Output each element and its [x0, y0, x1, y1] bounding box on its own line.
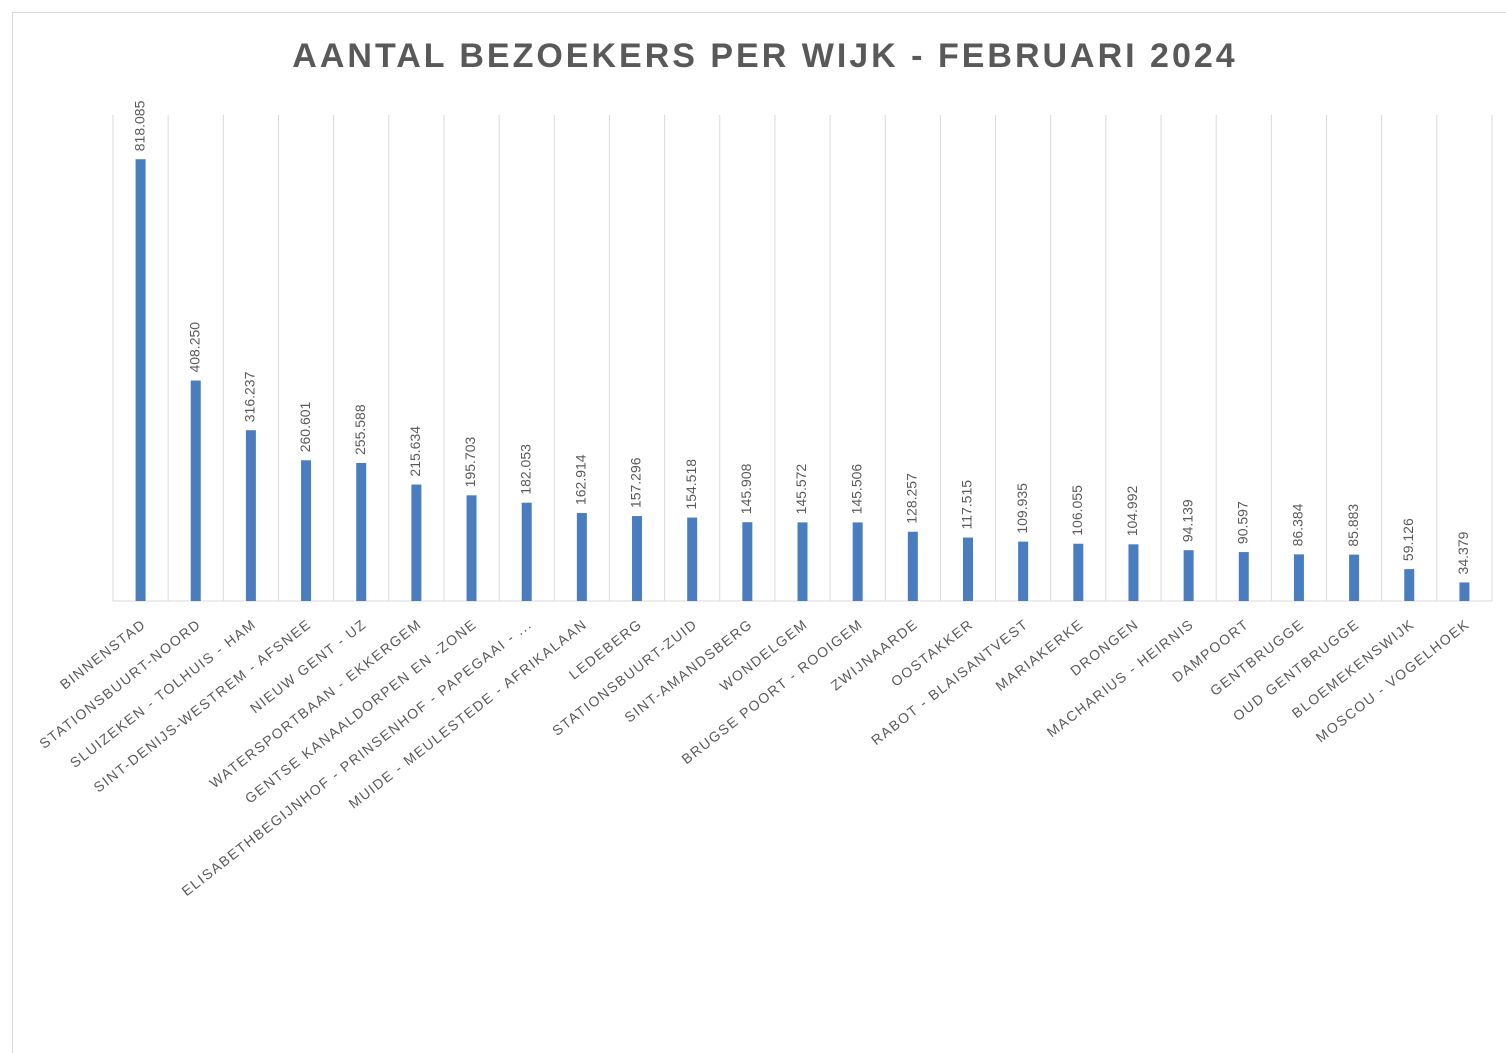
data-label: 215.634	[407, 426, 423, 477]
bar	[576, 513, 587, 601]
data-label: 255.588	[352, 404, 368, 455]
bar	[1293, 554, 1304, 601]
data-label: 182.053	[517, 444, 533, 495]
data-label: 195.703	[462, 437, 478, 488]
bar	[907, 531, 918, 601]
chart-frame	[12, 12, 1506, 1053]
data-label: 104.992	[1124, 485, 1140, 536]
bar	[1073, 543, 1084, 601]
data-label: 316.237	[242, 371, 258, 422]
bar	[411, 484, 422, 601]
bar	[962, 537, 973, 601]
bar	[1459, 582, 1470, 601]
bar	[301, 460, 312, 601]
data-label: 34.379	[1455, 531, 1471, 574]
data-label: 85.883	[1345, 504, 1361, 547]
bar	[1018, 541, 1029, 601]
bar	[190, 380, 201, 601]
bar	[1349, 554, 1360, 601]
data-label: 106.055	[1069, 485, 1085, 536]
bar	[742, 522, 753, 601]
bar	[852, 522, 863, 601]
bar	[466, 495, 477, 601]
data-label: 90.597	[1234, 501, 1250, 544]
data-label: 260.601	[297, 401, 313, 452]
data-label: 94.139	[1179, 499, 1195, 542]
bar	[1128, 544, 1139, 601]
data-label: 128.257	[904, 473, 920, 524]
bar	[687, 517, 698, 601]
data-label: 109.935	[1014, 483, 1030, 534]
bar	[1404, 569, 1415, 601]
data-label: 145.908	[738, 463, 754, 514]
bar	[135, 159, 146, 601]
data-label: 145.572	[793, 464, 809, 515]
chart-title: AANTAL BEZOEKERS PER WIJK - FEBRUARI 202…	[292, 37, 1237, 75]
data-label: 117.515	[959, 480, 975, 530]
data-label: 154.518	[683, 459, 699, 510]
bar	[1183, 550, 1194, 601]
data-label: 145.506	[848, 464, 864, 515]
bar	[632, 516, 643, 601]
data-label: 408.250	[186, 322, 202, 373]
data-label: 157.296	[628, 457, 644, 508]
bar	[521, 502, 532, 601]
bar	[356, 462, 367, 601]
data-label: 162.914	[573, 454, 589, 505]
bar	[797, 522, 808, 601]
data-label: 86.384	[1290, 503, 1306, 546]
data-label: 59.126	[1400, 518, 1416, 561]
data-label: 818.085	[131, 100, 147, 151]
x-tick-label: GENTBRUGGE	[1207, 616, 1307, 699]
bar	[1238, 552, 1249, 601]
bar	[245, 430, 256, 601]
